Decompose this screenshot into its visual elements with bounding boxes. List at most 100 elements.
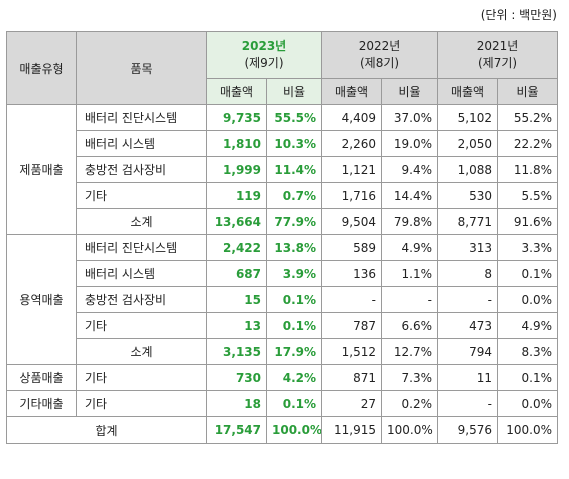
sales-2023: 730 — [206, 364, 267, 391]
header-sales-2022: 매출액 — [321, 78, 383, 105]
ratio-2023: 77.9% — [265, 208, 323, 235]
header-sales-2023: 매출액 — [206, 78, 267, 105]
ratio-2021: 91.6% — [497, 208, 559, 235]
ratio-2022: 1.1% — [381, 260, 439, 287]
sales-table: 매출유형 품목 2023년 (제9기) 2022년 (제8기) 2021년 (제… — [6, 31, 559, 444]
row-item: 배터리 시스템 — [76, 130, 207, 157]
table-row: 기타 13 0.1% 787 6.6% 473 4.9% — [7, 312, 559, 339]
total-sales-2022: 11,915 — [321, 416, 383, 444]
ratio-2023: 0.1% — [265, 312, 323, 339]
ratio-2022: 19.0% — [381, 130, 439, 157]
header-row-metrics: 매출액 비율 매출액 비율 매출액 비율 — [7, 78, 559, 105]
ratio-2021: 0.0% — [497, 286, 559, 313]
ratio-2023: 0.1% — [265, 390, 323, 417]
ratio-2021: 0.1% — [497, 364, 559, 391]
row-item: 배터리 시스템 — [76, 260, 207, 287]
sales-2022: 1,121 — [321, 156, 383, 183]
row-item: 배터리 진단시스템 — [76, 104, 207, 131]
header-sales-2021: 매출액 — [437, 78, 499, 105]
group-service: 용역매출 — [6, 234, 77, 365]
row-item: 기타 — [76, 364, 207, 391]
ratio-2021: 0.0% — [497, 390, 559, 417]
subtotal-row: 소계 3,135 17.9% 1,512 12.7% 794 8.3% — [7, 338, 559, 365]
ratio-2023: 17.9% — [265, 338, 323, 365]
sales-2021: 11 — [437, 364, 499, 391]
sales-2022: 27 — [321, 390, 383, 417]
ratio-2023: 0.1% — [265, 286, 323, 313]
header-type: 매출유형 — [6, 31, 77, 105]
sales-2022: 1,716 — [321, 182, 383, 209]
ratio-2022: 79.8% — [381, 208, 439, 235]
table-row: 배터리 시스템 687 3.9% 136 1.1% 8 0.1% — [7, 260, 559, 287]
sales-2022: 9,504 — [321, 208, 383, 235]
ratio-2022: 14.4% — [381, 182, 439, 209]
table-row: 충방전 검사장비 1,999 11.4% 1,121 9.4% 1,088 11… — [7, 156, 559, 183]
total-sales-2021: 9,576 — [437, 416, 499, 444]
group-goods: 상품매출 — [6, 364, 77, 391]
sales-2023: 1,999 — [206, 156, 267, 183]
sales-2021: - — [437, 286, 499, 313]
row-item: 충방전 검사장비 — [76, 286, 207, 313]
subtotal-label: 소계 — [76, 338, 207, 365]
header-2022-period: (제8기) — [359, 56, 400, 70]
ratio-2022: 9.4% — [381, 156, 439, 183]
sales-2021: 1,088 — [437, 156, 499, 183]
sales-2023: 687 — [206, 260, 267, 287]
header-2023: 2023년 (제9기) — [205, 31, 323, 79]
header-2023-year: 2023년 — [241, 39, 287, 53]
sales-2021: 530 — [437, 182, 499, 209]
sales-2021: 5,102 — [437, 104, 499, 131]
header-2021-period: (제7기) — [477, 56, 518, 70]
sales-2023: 9,735 — [206, 104, 267, 131]
header-item: 품목 — [76, 31, 207, 105]
subtotal-label: 소계 — [76, 208, 207, 235]
sales-2022: 787 — [321, 312, 383, 339]
ratio-2023: 11.4% — [265, 156, 323, 183]
header-2022-year: 2022년 — [358, 39, 401, 53]
ratio-2023: 0.7% — [265, 182, 323, 209]
total-row: 합계 17,547 100.0% 11,915 100.0% 9,576 100… — [6, 416, 559, 444]
header-2021-year: 2021년 — [476, 39, 519, 53]
header-2022: 2022년 (제8기) — [321, 31, 439, 79]
sales-2021: 8,771 — [437, 208, 499, 235]
total-sales-2023: 17,547 — [206, 416, 267, 444]
ratio-2021: 22.2% — [497, 130, 559, 157]
ratio-2021: 4.9% — [497, 312, 559, 339]
unit-note: (단위 : 백만원) — [480, 8, 557, 22]
header-2023-period: (제9기) — [244, 56, 284, 70]
sales-2021: 313 — [437, 234, 499, 261]
row-item: 충방전 검사장비 — [76, 156, 207, 183]
ratio-2021: 55.2% — [497, 104, 559, 131]
header-ratio-2021: 비율 — [497, 78, 559, 105]
sales-2022: 136 — [321, 260, 383, 287]
subtotal-row: 소계 13,664 77.9% 9,504 79.8% 8,771 91.6% — [7, 208, 559, 235]
table-row: 기타매출 기타 18 0.1% 27 0.2% - 0.0% — [6, 390, 559, 417]
sales-2021: 794 — [437, 338, 499, 365]
sales-2021: 2,050 — [437, 130, 499, 157]
header-2021: 2021년 (제7기) — [437, 31, 559, 79]
ratio-2022: 7.3% — [381, 364, 439, 391]
table-row: 충방전 검사장비 15 0.1% - - - 0.0% — [7, 286, 559, 313]
ratio-2023: 55.5% — [265, 104, 323, 131]
sales-2023: 2,422 — [206, 234, 267, 261]
sales-2022: 2,260 — [321, 130, 383, 157]
header-ratio-2023: 비율 — [265, 78, 323, 105]
table-row: 기타 119 0.7% 1,716 14.4% 530 5.5% — [7, 182, 559, 209]
ratio-2021: 11.8% — [497, 156, 559, 183]
table-row: 배터리 시스템 1,810 10.3% 2,260 19.0% 2,050 22… — [7, 130, 559, 157]
group-other: 기타매출 — [6, 390, 77, 417]
table-row: 상품매출 기타 730 4.2% 871 7.3% 11 0.1% — [6, 364, 559, 391]
sales-2023: 3,135 — [206, 338, 267, 365]
table-row: 제품매출 배터리 진단시스템 9,735 55.5% 4,409 37.0% 5… — [6, 104, 559, 235]
row-item: 배터리 진단시스템 — [76, 234, 207, 261]
sales-2023: 18 — [206, 390, 267, 417]
sales-2021: 8 — [437, 260, 499, 287]
total-ratio-2022: 100.0% — [381, 416, 439, 444]
sales-2021: 473 — [437, 312, 499, 339]
sales-2022: 589 — [321, 234, 383, 261]
sales-2023: 13,664 — [206, 208, 267, 235]
sales-2022: 1,512 — [321, 338, 383, 365]
sales-2023: 1,810 — [206, 130, 267, 157]
sales-2022: - — [321, 286, 383, 313]
ratio-2022: 4.9% — [381, 234, 439, 261]
